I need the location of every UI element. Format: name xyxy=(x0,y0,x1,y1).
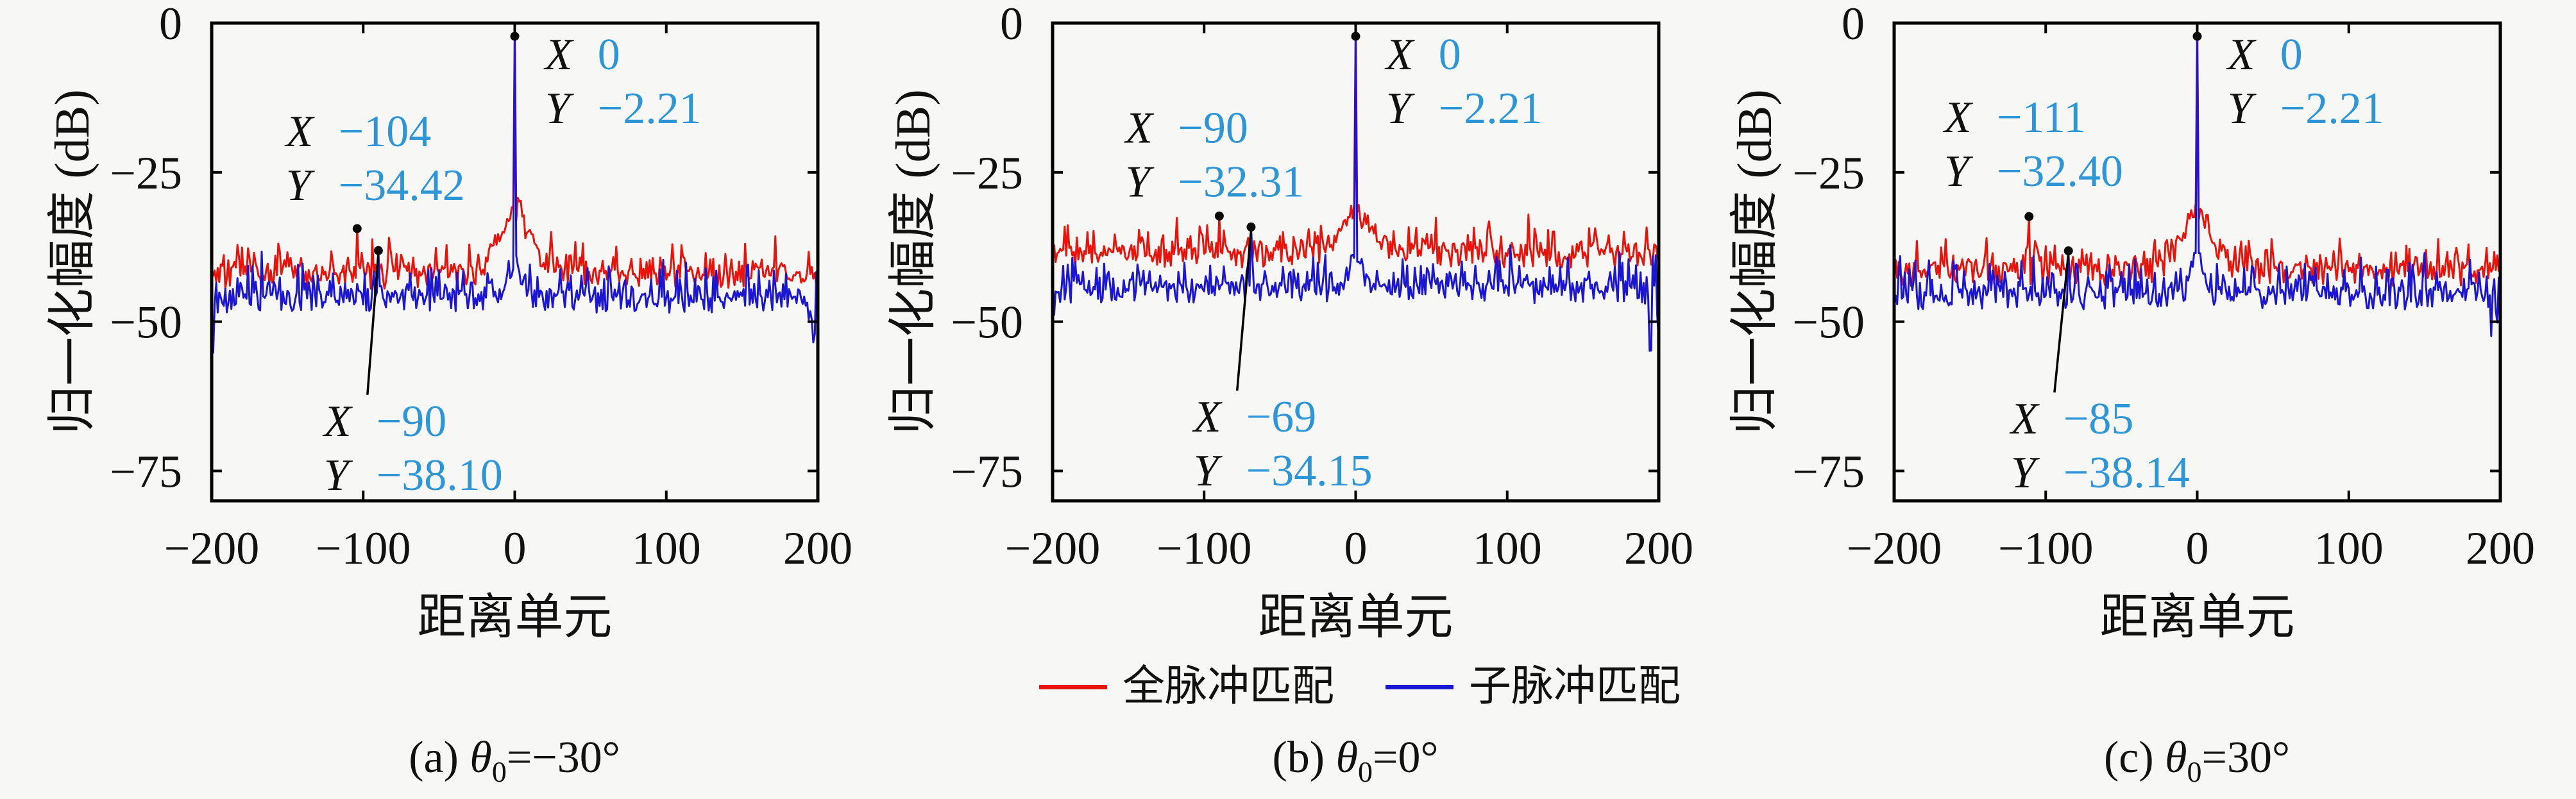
y-axis-title: 归一化幅度 (dB) xyxy=(46,89,99,434)
x-tick-label: 200 xyxy=(1624,523,1693,574)
y-tick-label: 0 xyxy=(1000,0,1023,49)
datatip-marker xyxy=(352,224,362,233)
legend: 全脉冲匹配 子脉冲匹配 xyxy=(1039,666,1681,708)
y-tick-label: −50 xyxy=(951,297,1023,348)
datatip-text: Y −34.15 xyxy=(1194,446,1373,496)
y-tick-label: −25 xyxy=(951,147,1023,199)
y-tick-label: −75 xyxy=(1792,446,1865,497)
datatip-text: Y −38.14 xyxy=(2011,448,2190,498)
caption-c-value: =30° xyxy=(2201,733,2291,782)
x-tick-label: −200 xyxy=(1005,523,1101,574)
x-tick-label: 200 xyxy=(783,523,852,574)
datatip-text: X −90 xyxy=(322,397,446,446)
caption-b: (b) θ0=0° xyxy=(1272,732,1439,787)
datatip-marker xyxy=(2024,212,2034,221)
sub-pulse-line-swatch xyxy=(1385,684,1453,689)
x-tick-label: −100 xyxy=(316,523,411,574)
caption-a-value: =−30° xyxy=(506,733,620,782)
caption-c-index: (c) xyxy=(2103,733,2154,782)
datatip-text: X −90 xyxy=(1123,104,1248,153)
datatip-text: X −69 xyxy=(1192,392,1316,442)
x-tick-label: 200 xyxy=(2466,523,2535,574)
caption-a-theta: θ xyxy=(470,733,492,782)
datatip-text: Y −38.10 xyxy=(324,451,503,500)
y-tick-label: 0 xyxy=(159,0,182,49)
datatip-marker xyxy=(373,246,383,255)
datatip-marker xyxy=(1351,31,1360,41)
legend-item-full-pulse: 全脉冲匹配 xyxy=(1039,666,1334,708)
x-tick-label: 0 xyxy=(1344,523,1368,574)
datatip-marker xyxy=(2192,31,2202,41)
caption-b-index: (b) xyxy=(1272,733,1325,782)
y-tick-label: −50 xyxy=(1792,297,1865,348)
subplot-a: −200 −100 0 100 200 0 −25 −50 −75 距离单元 归一化幅度 (dB) X… xyxy=(46,0,852,644)
datatip-marker xyxy=(1214,211,1224,221)
y-tick-label: 0 xyxy=(1842,0,1865,49)
x-tick-label: −200 xyxy=(164,523,260,574)
caption-b-value: =0° xyxy=(1373,733,1439,782)
x-tick-label: 100 xyxy=(1473,523,1542,574)
datatip-text: Y −2.21 xyxy=(1386,84,1543,133)
caption-b-theta: θ xyxy=(1335,733,1359,782)
datatip-marker xyxy=(2063,246,2073,256)
legend-label-full-pulse: 全脉冲匹配 xyxy=(1123,663,1334,710)
subplot-c-sub-pulse-line xyxy=(1893,35,2502,347)
datatip-text: Y −2.21 xyxy=(2228,84,2384,133)
caption-b-sub: 0 xyxy=(1358,755,1373,788)
subplot-c: −200 −100 0 100 200 0 −25 −50 −75 距离单元 归一化幅度 (dB) X… xyxy=(1728,0,2535,644)
x-tick-label: 100 xyxy=(2314,523,2384,574)
x-axis-title: 距离单元 xyxy=(418,591,613,644)
x-tick-label: 0 xyxy=(504,523,527,574)
datatip-marker xyxy=(1246,223,1256,232)
datatip-text: Y −2.21 xyxy=(545,84,702,133)
subplot-b: −200 −100 0 100 200 0 −25 −50 −75 距离单元 归一化幅度 (dB) X… xyxy=(886,0,1693,644)
datatip-text: X −104 xyxy=(284,107,431,156)
y-axis-title: 归一化幅度 (dB) xyxy=(886,89,940,434)
datatip-text: X −85 xyxy=(2009,394,2133,444)
caption-c-sub: 0 xyxy=(2187,755,2202,788)
datatip-marker xyxy=(510,31,520,41)
y-tick-label: −50 xyxy=(110,297,182,348)
datatip-callout-line xyxy=(1235,229,1253,391)
x-tick-label: 0 xyxy=(2186,523,2209,574)
x-tick-label: −200 xyxy=(1847,523,1942,574)
datatip-callout-line xyxy=(366,253,380,395)
caption-c-theta: θ xyxy=(2165,733,2187,782)
y-tick-label: −75 xyxy=(110,446,182,497)
x-tick-label: −100 xyxy=(1157,523,1252,574)
y-axis-title: 归一化幅度 (dB) xyxy=(1728,89,1782,434)
y-tick-label: −25 xyxy=(110,147,182,199)
datatip-text: Y −34.42 xyxy=(286,161,465,210)
caption-a: (a) θ0=−30° xyxy=(409,732,620,787)
full-pulse-line-swatch xyxy=(1039,684,1107,689)
y-tick-label: −75 xyxy=(951,446,1023,497)
datatip-text: Y −32.31 xyxy=(1125,158,1304,207)
legend-item-sub-pulse: 子脉冲匹配 xyxy=(1385,666,1681,708)
datatip-callout-line xyxy=(2053,253,2070,393)
legend-label-sub-pulse: 子脉冲匹配 xyxy=(1469,663,1681,710)
caption-c: (c) θ0=30° xyxy=(2103,732,2291,787)
datatip-text: X −111 xyxy=(1942,93,2086,142)
caption-a-index: (a) xyxy=(409,733,459,782)
caption-a-sub: 0 xyxy=(491,755,507,788)
y-tick-label: −25 xyxy=(1792,147,1865,199)
x-tick-label: −100 xyxy=(1998,523,2094,574)
x-axis-title: 距离单元 xyxy=(2100,591,2295,644)
x-tick-label: 100 xyxy=(632,523,701,574)
datatip-text: Y −32.40 xyxy=(1944,147,2123,196)
x-axis-title: 距离单元 xyxy=(1258,591,1453,644)
